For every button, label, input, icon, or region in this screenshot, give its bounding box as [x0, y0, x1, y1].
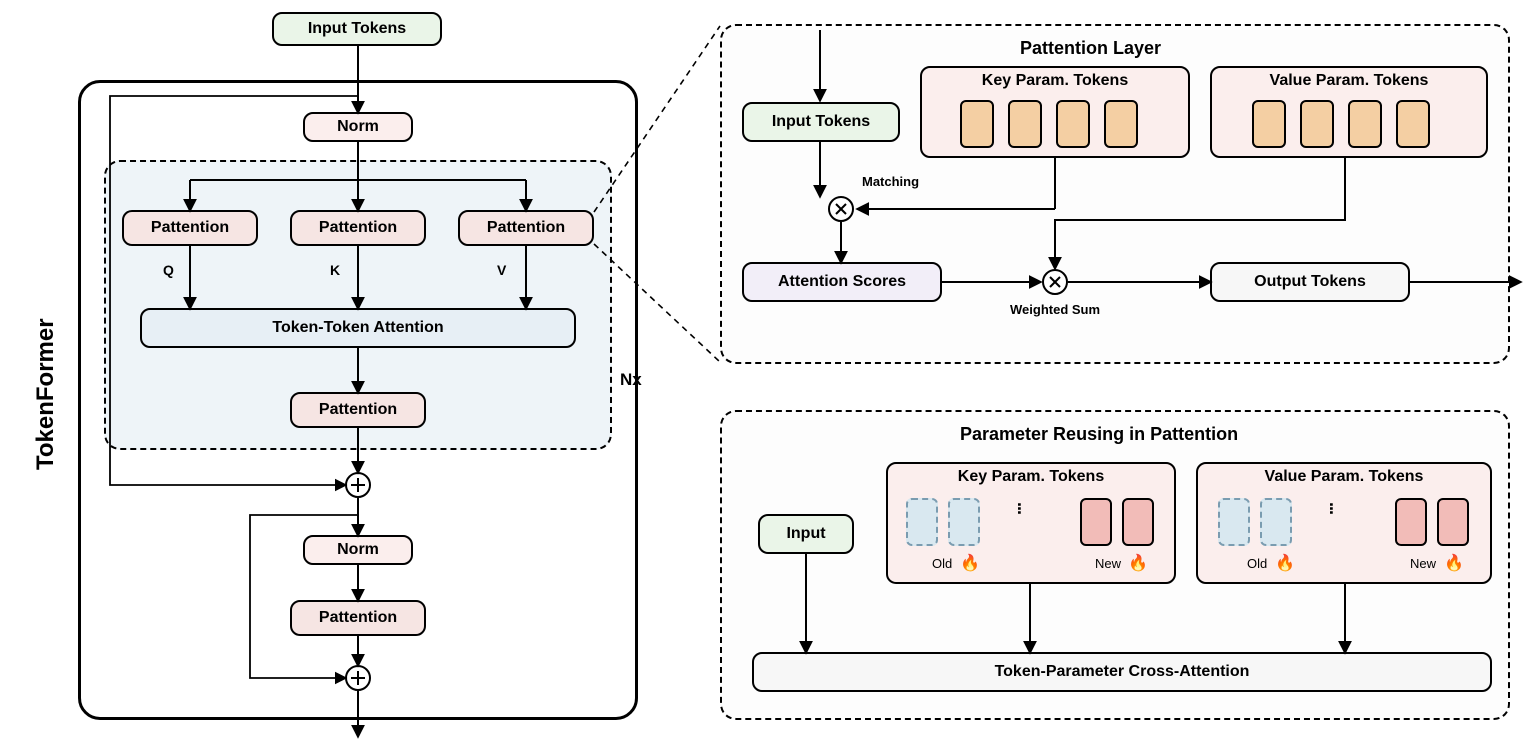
fire-icon-3: 🔥: [1275, 553, 1295, 573]
nx-label: Nx: [620, 370, 642, 390]
br-key-new-1: [1080, 498, 1112, 546]
br-val-new-label: New: [1410, 556, 1436, 571]
fire-icon-4: 🔥: [1444, 553, 1464, 573]
pattention-q-text: Pattention: [151, 219, 229, 237]
br-val-old-1: [1218, 498, 1250, 546]
pattention-v-text: Pattention: [487, 219, 565, 237]
br-val-new-2: [1437, 498, 1469, 546]
weighted-sum-op: [1042, 269, 1068, 295]
val-chip-3: [1348, 100, 1382, 148]
val-chip-1: [1252, 100, 1286, 148]
weighted-sum-label: Weighted Sum: [1010, 302, 1100, 317]
norm1-box: Norm: [303, 112, 413, 142]
tta-text: Token-Token Attention: [272, 319, 443, 337]
br-input-text: Input: [786, 525, 825, 543]
v-label: V: [497, 262, 506, 278]
br-key-new-label: New: [1095, 556, 1121, 571]
k-label: K: [330, 262, 340, 278]
input-tokens-text: Input Tokens: [308, 20, 406, 38]
val-chip-4: [1396, 100, 1430, 148]
tr-value-param-text: Value Param. Tokens: [1270, 72, 1429, 90]
pattention-out-box: Pattention: [290, 392, 426, 428]
pattention-ffn-box: Pattention: [290, 600, 426, 636]
attn-scores-text: Attention Scores: [778, 273, 906, 291]
pattention-layer-title: Pattention Layer: [1020, 38, 1161, 59]
pattention-ffn-text: Pattention: [319, 609, 397, 627]
br-val-dots: ···: [1320, 502, 1341, 514]
br-key-old-1: [906, 498, 938, 546]
tta-box: Token-Token Attention: [140, 308, 576, 348]
key-chip-3: [1056, 100, 1090, 148]
tr-key-param-text: Key Param. Tokens: [982, 72, 1128, 90]
key-chip-4: [1104, 100, 1138, 148]
br-val-old-2: [1260, 498, 1292, 546]
val-chip-2: [1300, 100, 1334, 148]
pattention-k-box: Pattention: [290, 210, 426, 246]
br-key-dots: ···: [1008, 502, 1029, 514]
matching-op: [828, 196, 854, 222]
output-tokens-text: Output Tokens: [1254, 273, 1366, 291]
pattention-q-box: Pattention: [122, 210, 258, 246]
tokenformer-label: TokenFormer: [32, 270, 60, 470]
attn-scores-box: Attention Scores: [742, 262, 942, 302]
tr-input-tokens: Input Tokens: [742, 102, 900, 142]
br-key-param-text: Key Param. Tokens: [958, 468, 1104, 486]
br-key-new-2: [1122, 498, 1154, 546]
pattention-v-box: Pattention: [458, 210, 594, 246]
norm2-box: Norm: [303, 535, 413, 565]
fire-icon-2: 🔥: [1128, 553, 1148, 573]
plus-op-1: [345, 472, 371, 498]
fire-icon-1: 🔥: [960, 553, 980, 573]
cross-attn-box: Token-Parameter Cross-Attention: [752, 652, 1492, 692]
br-input-box: Input: [758, 514, 854, 554]
key-chip-1: [960, 100, 994, 148]
q-label: Q: [163, 262, 174, 278]
norm2-text: Norm: [337, 541, 379, 559]
br-val-old-label: Old: [1247, 556, 1267, 571]
pattention-k-text: Pattention: [319, 219, 397, 237]
norm1-text: Norm: [337, 118, 379, 136]
param-reuse-title: Parameter Reusing in Pattention: [960, 424, 1238, 445]
pattention-out-text: Pattention: [319, 401, 397, 419]
input-tokens-box: Input Tokens: [272, 12, 442, 46]
br-key-old-2: [948, 498, 980, 546]
matching-label: Matching: [862, 174, 919, 189]
key-chip-2: [1008, 100, 1042, 148]
br-key-old-label: Old: [932, 556, 952, 571]
br-val-new-1: [1395, 498, 1427, 546]
plus-op-2: [345, 665, 371, 691]
output-tokens-box: Output Tokens: [1210, 262, 1410, 302]
br-value-param-text: Value Param. Tokens: [1265, 468, 1424, 486]
tr-input-tokens-text: Input Tokens: [772, 113, 870, 131]
cross-attn-text: Token-Parameter Cross-Attention: [995, 663, 1250, 681]
